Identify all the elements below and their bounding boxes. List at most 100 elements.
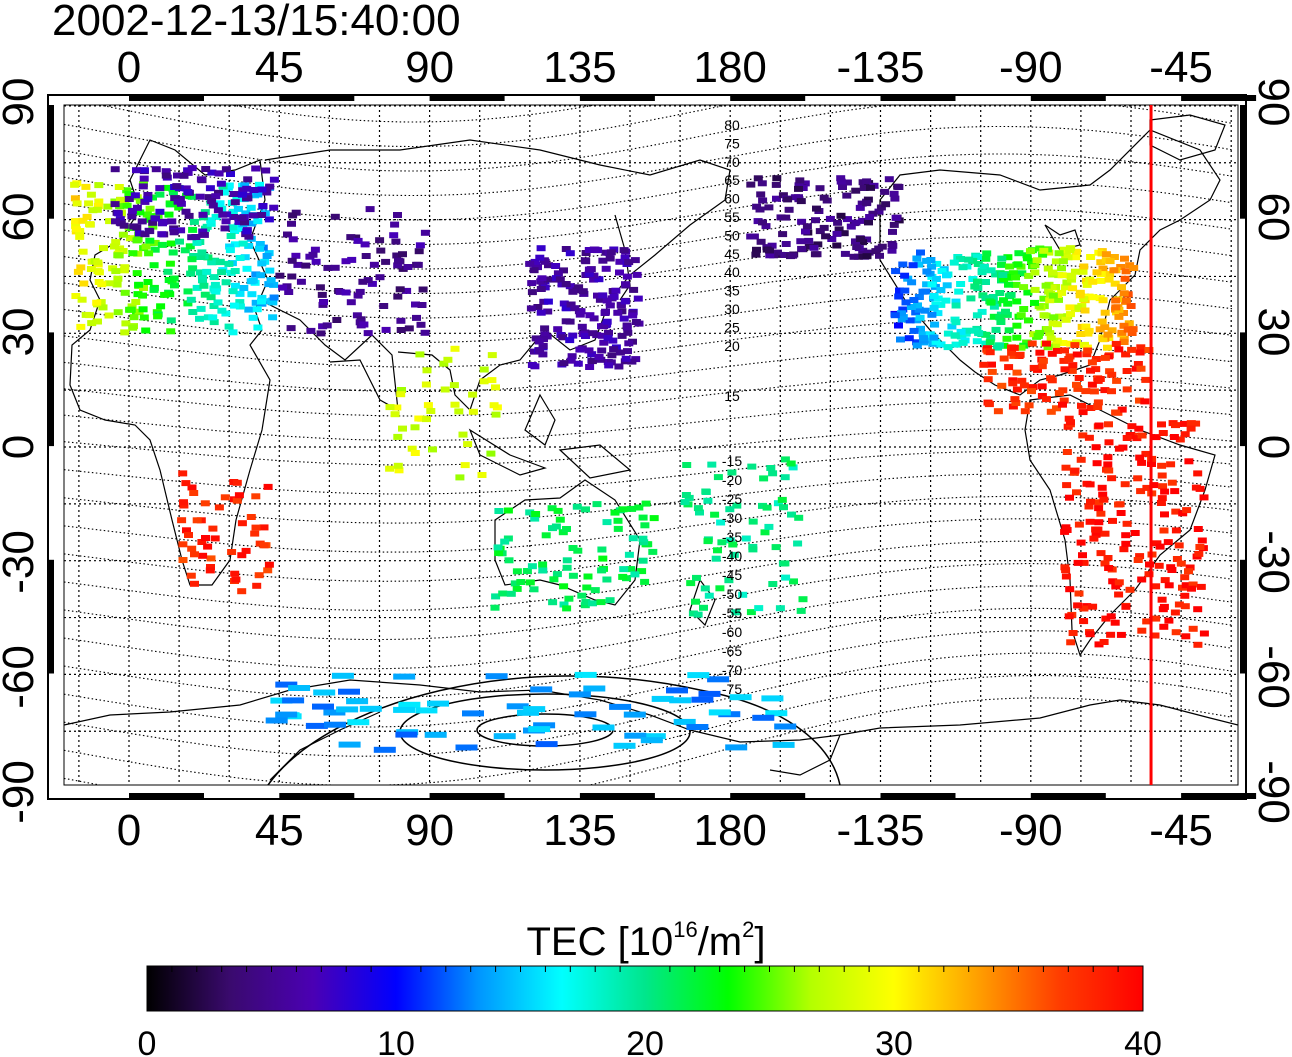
tec-point: [341, 289, 351, 296]
tec-point: [1027, 340, 1037, 347]
tec-point: [1037, 363, 1047, 370]
tec-point: [315, 284, 325, 291]
tec-point: [1112, 377, 1122, 384]
tec-point: [1012, 298, 1022, 305]
timestamp-title: 2002-12-13/15:40:00: [52, 0, 461, 45]
tec-point: [559, 601, 569, 608]
tec-point: [491, 411, 501, 418]
tec-point: [293, 261, 303, 268]
tec-point: [1119, 290, 1129, 297]
tec-point: [1193, 470, 1203, 477]
tec-point: [167, 218, 177, 225]
tec-point: [76, 264, 86, 271]
tec-point: [235, 299, 245, 306]
tec-point: [252, 582, 262, 589]
tec-point: [1116, 264, 1126, 270]
tec-point: [1074, 521, 1084, 528]
tec-point: [224, 323, 234, 330]
tec-point: [360, 241, 370, 248]
tec-point: [396, 391, 406, 398]
tec-point: [200, 500, 210, 507]
tec-point: [121, 320, 131, 327]
tec-point: [237, 191, 247, 198]
tec-point: [811, 217, 820, 224]
tec-point: [983, 345, 992, 352]
tec-point: [535, 347, 545, 354]
tec-point: [94, 198, 104, 205]
tec-point: [241, 547, 251, 554]
tec-point: [1127, 423, 1137, 430]
contour-label: -30: [722, 510, 742, 526]
tec-point: [876, 204, 886, 211]
tec-point: [113, 275, 123, 282]
tec-point: [1094, 499, 1104, 506]
tec-point: [284, 289, 294, 295]
tec-point: [1074, 375, 1084, 381]
tec-point: [184, 532, 193, 538]
tec-point: [1048, 320, 1058, 327]
tec-point: [403, 264, 413, 270]
tec-point: [561, 305, 571, 312]
tec-point: [1086, 254, 1096, 260]
tec-point: [139, 167, 149, 174]
tec-point: [187, 545, 197, 552]
tec-point: [540, 331, 550, 338]
tec-point: [190, 580, 199, 587]
tec-point: [754, 605, 764, 612]
tec-point: [283, 231, 292, 238]
tec-point: [964, 256, 974, 263]
tec-point: [780, 474, 790, 481]
tec-point: [227, 549, 237, 555]
magnetic-contour: [64, 563, 1233, 641]
tec-point: [597, 347, 607, 354]
colorbar-tick-label: 30: [875, 1025, 913, 1057]
contour-label: 25: [724, 319, 740, 335]
tec-point: [1051, 258, 1061, 265]
tec-point: [85, 312, 95, 319]
tec-point: [248, 212, 258, 219]
tec-point: [536, 245, 546, 252]
tec-point: [687, 672, 710, 679]
tec-point: [619, 566, 629, 573]
tec-point: [1037, 383, 1047, 390]
tec-point: [1166, 461, 1176, 468]
lat-tick-left: 30: [0, 308, 43, 357]
tec-point: [1157, 462, 1167, 469]
tec-point: [988, 294, 998, 300]
tec-point: [638, 514, 648, 521]
tec-point: [450, 401, 460, 408]
tec-point: [1072, 304, 1082, 311]
tec-point: [881, 201, 891, 208]
tec-point: [1096, 277, 1106, 284]
tec-point: [630, 571, 640, 578]
tec-point: [752, 246, 761, 253]
tec-point: [379, 303, 389, 309]
tec-point: [415, 707, 438, 714]
tec-point: [1157, 421, 1166, 428]
tec-point: [909, 297, 919, 303]
tec-point: [927, 263, 937, 270]
tec-point: [1110, 619, 1120, 626]
tec-point: [1125, 586, 1135, 593]
tec-point: [523, 706, 546, 713]
tec-point: [458, 431, 468, 438]
tec-point: [1092, 269, 1102, 276]
tec-point: [118, 248, 128, 254]
tec-point: [70, 195, 80, 202]
tec-point: [624, 732, 647, 739]
tec-point: [605, 255, 615, 262]
tec-point: [346, 698, 369, 705]
frame-bar: [129, 793, 204, 799]
tec-point: [149, 262, 159, 269]
tec-point: [1071, 254, 1081, 261]
tec-point: [522, 568, 532, 574]
tec-point: [1122, 386, 1132, 393]
tec-point: [979, 264, 989, 270]
tec-point: [192, 284, 202, 291]
tec-point: [1067, 273, 1077, 280]
contour-label: -20: [722, 472, 742, 488]
tec-point: [1171, 629, 1181, 636]
tec-point: [1101, 251, 1111, 258]
tec-point: [323, 709, 346, 716]
tec-point: [1059, 246, 1069, 253]
